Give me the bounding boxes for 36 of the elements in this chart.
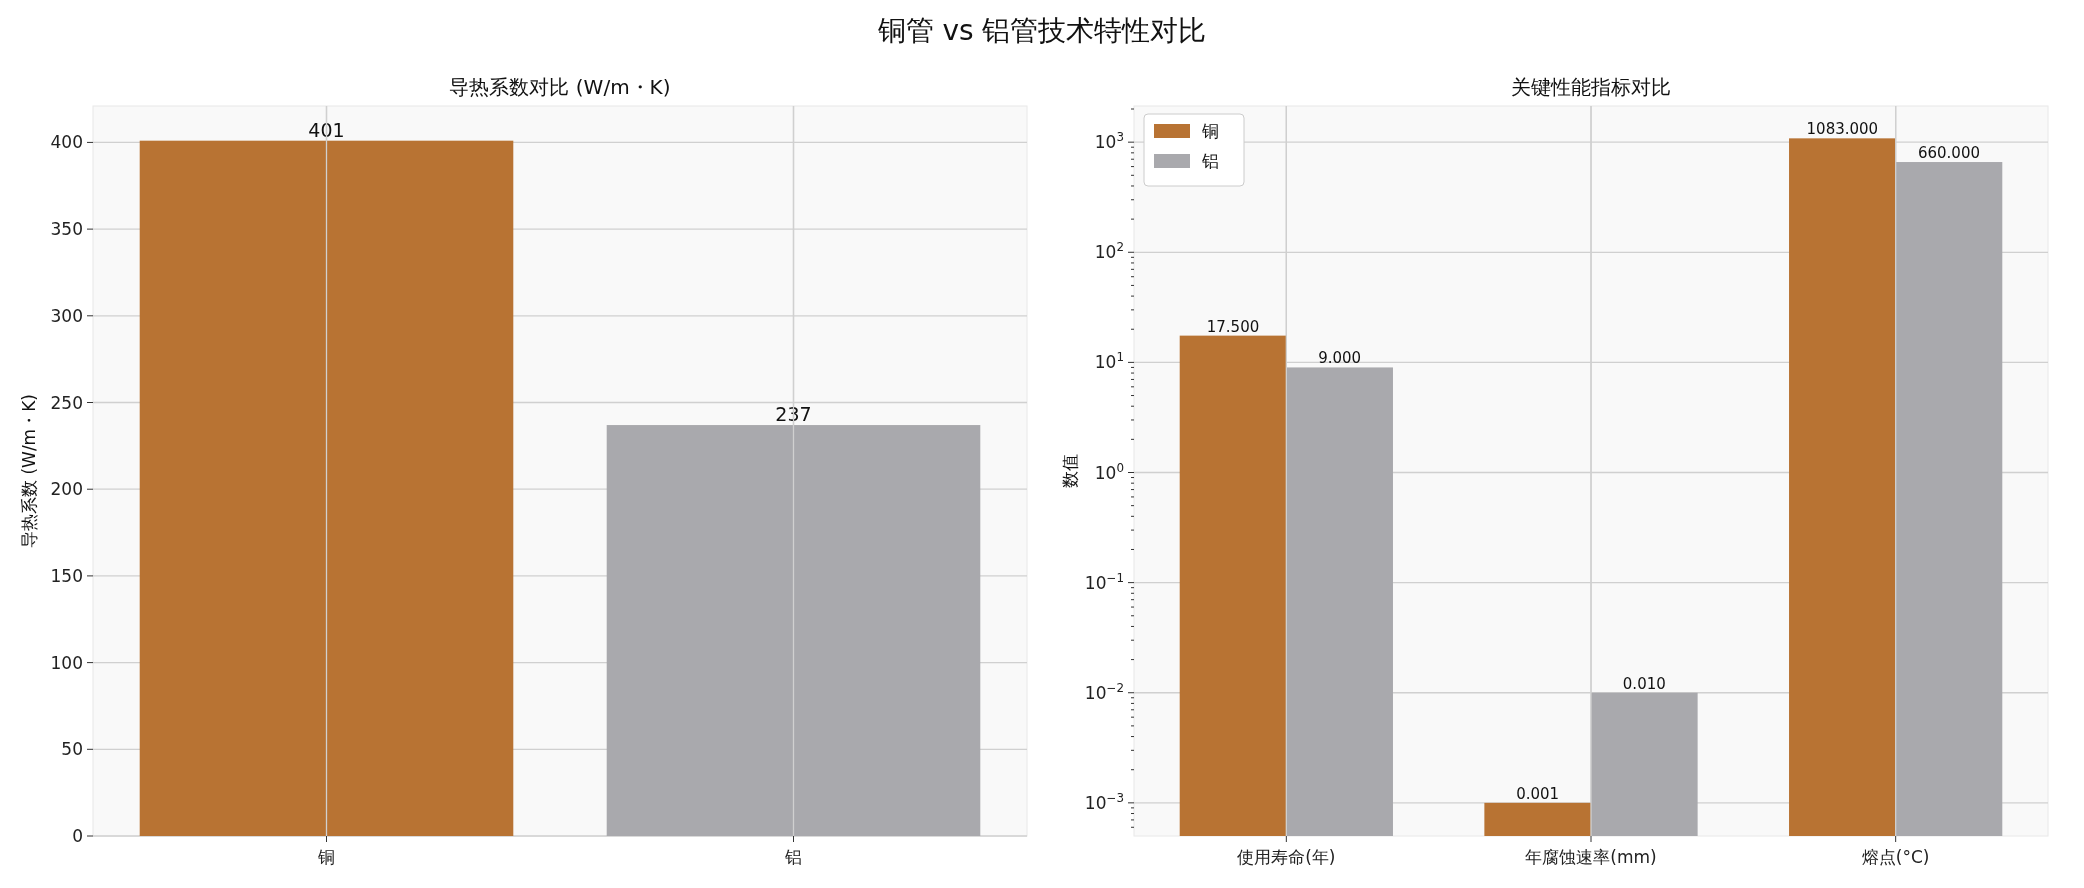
y-axis-title: 导热系数 (W/m・K) — [19, 394, 39, 548]
data-label: 0.001 — [1516, 784, 1560, 803]
y-tick-label: 10$^{−3}$ — [1084, 790, 1124, 813]
data-label: 660.000 — [1917, 144, 1980, 163]
data-label: 401 — [308, 118, 345, 141]
y-tick-label: 300 — [50, 305, 83, 326]
y-tick-label: 0 — [72, 826, 83, 846]
y-tick-label: 150 — [50, 565, 83, 586]
chart-title: 关键性能指标对比 — [1511, 75, 1671, 99]
y-tick-label: 50 — [61, 739, 83, 760]
text: 铜管 vs 铝管技术特性对比 — [876, 14, 1207, 47]
y-tick-label: 100 — [50, 652, 83, 673]
y-tick-label: 350 — [50, 219, 83, 240]
x-tick-label: 年腐蚀速率(mm) — [1525, 847, 1657, 867]
x-tick-label: 熔点(°C) — [1861, 847, 1930, 867]
data-label: 9.000 — [1318, 349, 1362, 368]
y-tick-label: 250 — [50, 392, 83, 413]
y-tick-label: 400 — [50, 132, 83, 153]
chart-title: 导热系数对比 (W/m・K) — [449, 75, 671, 99]
y-tick-label: 10$^{2}$ — [1094, 240, 1124, 263]
y-tick-label: 200 — [50, 479, 83, 500]
legend-label: 铜 — [1201, 121, 1219, 141]
x-tick-label: 铜 — [317, 847, 335, 867]
x-tick-label: 使用寿命(年) — [1237, 847, 1336, 867]
y-tick-label: 10$^{−1}$ — [1084, 570, 1124, 593]
y-tick-label: 10$^{3}$ — [1094, 130, 1124, 153]
y-axis-title: 数值 — [1060, 454, 1080, 488]
data-label: 0.010 — [1622, 674, 1666, 693]
y-tick-label: 10$^{1}$ — [1094, 350, 1124, 373]
y-tick-label: 10$^{0}$ — [1094, 460, 1124, 483]
data-label: 237 — [775, 403, 812, 426]
y-tick-label: 10$^{−2}$ — [1084, 680, 1124, 703]
legend-label: 铝 — [1201, 151, 1219, 171]
data-label: 1083.000 — [1806, 120, 1879, 139]
data-label: 17.500 — [1206, 317, 1260, 336]
x-tick-label: 铝 — [784, 847, 802, 867]
